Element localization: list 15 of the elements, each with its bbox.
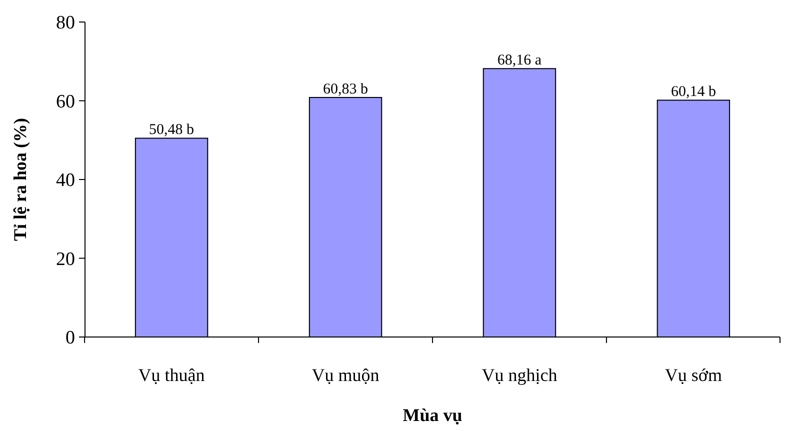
x-tick-label: Vụ thuận: [138, 365, 205, 385]
data-label: 68,16 a: [497, 52, 542, 69]
y-tick-label: 80: [56, 12, 75, 34]
y-axis-title: Tỉ lệ ra hoa (%): [10, 118, 30, 241]
data-label: 60,14 b: [670, 84, 716, 100]
y-tick-label: 40: [56, 170, 75, 192]
data-label: 50,48 b: [149, 122, 194, 138]
x-tick-label: Vụ nghịch: [482, 365, 558, 385]
x-axis-title: Mùa vụ: [402, 405, 462, 425]
x-tick-label: Vụ muộn: [312, 365, 380, 385]
y-tick-label: 60: [56, 91, 75, 112]
data-label: 60,83 b: [323, 81, 368, 98]
y-tick-label: 0: [66, 328, 75, 349]
x-tick-label: Vụ sớm: [664, 365, 722, 385]
y-tick-label: 20: [56, 248, 75, 270]
